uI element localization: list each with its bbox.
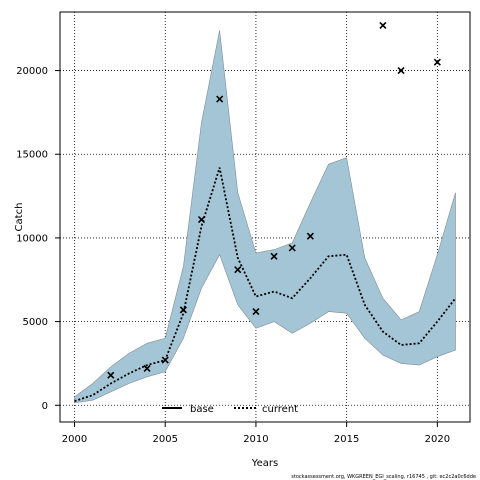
observation-point	[197, 215, 206, 224]
observation-point	[107, 371, 115, 379]
x-tick-label: 2010	[243, 434, 268, 445]
observation-point	[433, 58, 441, 66]
y-tick-label: 15000	[16, 150, 48, 161]
observation-stroke	[234, 266, 242, 274]
y-tick-label: 0	[42, 401, 48, 412]
observation-point	[252, 307, 260, 316]
y-axis-ticks: 0 5000 10000 15000 20000	[16, 66, 60, 412]
observation-stroke	[397, 67, 405, 75]
confidence-band-area	[74, 30, 456, 404]
observation-point	[379, 21, 387, 29]
plot-frame	[59, 11, 471, 423]
y-tick-label: 20000	[16, 66, 48, 77]
x-axis-ticks: 2000 2005 2010 2015 2020	[62, 422, 450, 445]
observation-stroke	[143, 364, 151, 373]
y-tick-label: 10000	[16, 233, 48, 244]
y-tick-label: 5000	[23, 317, 48, 328]
observation-points	[107, 21, 441, 379]
x-tick-label: 2000	[62, 434, 87, 445]
observation-stroke	[288, 244, 296, 252]
observation-point	[161, 356, 169, 364]
x-tick-label: 2020	[425, 434, 450, 445]
observation-point	[143, 364, 151, 373]
observation-point	[216, 95, 224, 103]
y-axis-title: Catch	[14, 203, 25, 232]
observation-stroke	[179, 306, 187, 314]
observation-point	[234, 266, 242, 274]
series-line-current	[74, 167, 457, 402]
footer-note: stockassessment.org, WKGREEN_EGI_scaling…	[291, 474, 476, 480]
confidence-band	[74, 30, 456, 404]
x-axis-title: Years	[251, 458, 278, 469]
observation-point	[270, 252, 278, 260]
legend: base current	[162, 404, 298, 415]
observation-stroke	[216, 95, 224, 103]
observation-point	[397, 67, 405, 75]
observation-stroke	[379, 21, 387, 29]
observation-stroke	[270, 252, 278, 260]
legend-base-label: base	[190, 404, 214, 415]
x-tick-label: 2015	[334, 434, 359, 445]
observation-stroke	[197, 215, 206, 224]
series-lines	[74, 167, 457, 402]
observation-point	[306, 232, 314, 240]
x-tick-label: 2005	[152, 434, 177, 445]
observation-stroke	[433, 58, 441, 66]
observation-stroke	[306, 232, 314, 240]
observation-stroke	[107, 371, 115, 379]
observation-stroke	[161, 356, 169, 364]
legend-current-label: current	[262, 404, 298, 415]
observation-stroke	[252, 307, 260, 316]
observation-point	[288, 244, 296, 252]
observation-point	[179, 306, 187, 314]
